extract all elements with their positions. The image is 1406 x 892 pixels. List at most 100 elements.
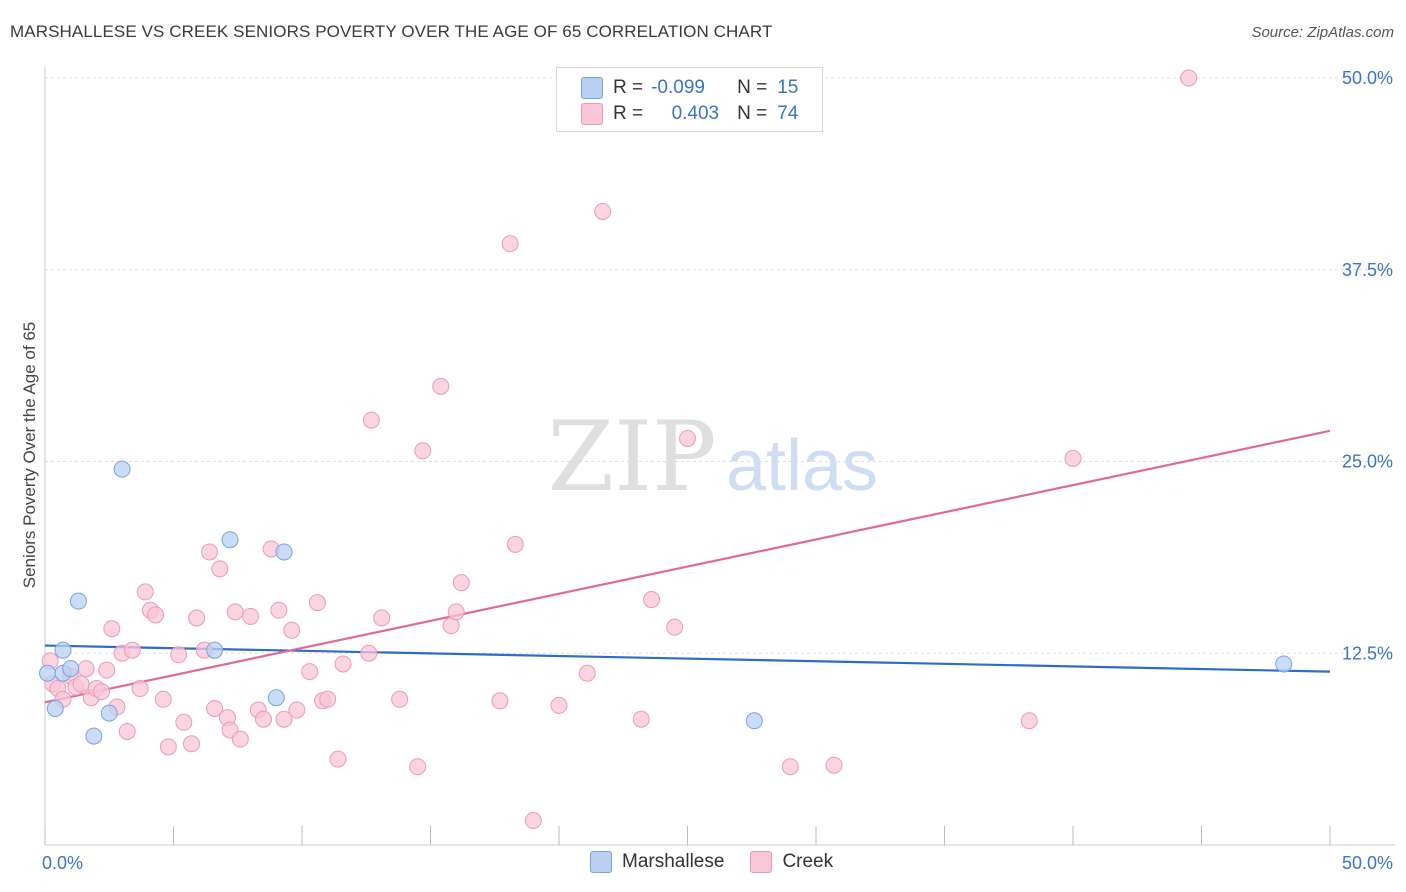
marshallese-swatch: [581, 77, 603, 99]
legend-stats: R = -0.099 N = 15 R = 0.403 N = 74: [556, 67, 823, 132]
creek-point: [362, 411, 380, 429]
legend-item-creek[interactable]: Creek: [750, 851, 833, 873]
creek-swatch: [581, 103, 603, 125]
creek-point: [170, 646, 188, 664]
creek-point: [594, 202, 612, 220]
y-tick-label: 50.0%: [1342, 68, 1393, 88]
marshallese-point: [113, 460, 131, 478]
creek-point: [72, 675, 90, 693]
r-label: R =: [613, 77, 644, 98]
creek-point: [136, 583, 154, 601]
creek-point: [825, 756, 843, 774]
creek-point: [632, 710, 650, 728]
creek-point: [242, 607, 260, 625]
creek-point: [283, 621, 301, 639]
creek-point: [98, 661, 116, 679]
marshallese-point: [46, 699, 64, 717]
marshallese-swatch: [590, 851, 612, 873]
creek-point: [550, 696, 568, 714]
trend-lines: [44, 429, 1331, 704]
creek-point: [360, 644, 378, 662]
x-tick-label: 0.0%: [42, 853, 83, 873]
creek-point: [288, 701, 306, 719]
creek-swatch: [750, 851, 773, 873]
legend-label-creek: Creek: [782, 851, 834, 872]
marshallese-point: [69, 592, 87, 610]
creek-point: [77, 660, 95, 678]
creek-point: [182, 735, 200, 753]
marshallese-point: [85, 727, 103, 745]
axes: [44, 67, 1395, 846]
marshallese-point: [54, 641, 72, 659]
legend-label-marshallese: Marshallese: [622, 851, 725, 872]
r-value: -0.099: [651, 77, 705, 98]
n-value: 15: [777, 77, 799, 98]
creek-point: [1180, 69, 1198, 87]
creek-point: [123, 641, 141, 659]
y-tick-label: 25.0%: [1342, 452, 1393, 472]
creek-point: [93, 683, 111, 701]
r-label: R =: [613, 103, 644, 124]
creek-point: [270, 601, 288, 619]
creek-point: [643, 591, 661, 609]
creek-point: [188, 609, 206, 627]
legend-item-marshallese[interactable]: Marshallese: [590, 851, 724, 873]
chart-title: MARSHALLESE VS CREEK SENIORS POVERTY OVE…: [10, 22, 773, 41]
creek-point: [578, 664, 596, 682]
creek-point: [1020, 712, 1038, 730]
creek-point: [491, 692, 509, 710]
creek-point: [147, 606, 165, 624]
creek-point: [432, 377, 450, 395]
x-tick-label: 50.0%: [1342, 853, 1393, 873]
legend-row-marshallese: R = -0.099 N = 15: [581, 75, 798, 101]
y-tick-label: 37.5%: [1342, 260, 1393, 280]
creek-point: [226, 603, 244, 621]
creek-point: [524, 811, 542, 829]
creek-point: [131, 680, 149, 698]
creek-point: [301, 663, 319, 681]
marshallese-point: [1275, 655, 1293, 673]
marshallese-point: [100, 704, 118, 722]
n-label: N =: [737, 103, 768, 124]
marshallese-point: [221, 531, 239, 549]
creek-point: [175, 713, 193, 731]
creek-point: [447, 603, 465, 621]
watermark: ZIP atlas: [547, 401, 878, 513]
data-points: [39, 69, 1293, 829]
creek-point: [391, 690, 409, 708]
marshallese-trend-line: [44, 644, 1331, 673]
creek-point: [679, 429, 696, 447]
r-value: 0.403: [671, 103, 720, 124]
creek-point: [154, 690, 172, 708]
legend-row-creek: R = 0.403 N = 74: [581, 101, 798, 127]
marshallese-point: [745, 712, 763, 730]
source-label: Source: ZipAtlas.com: [1251, 24, 1394, 41]
grid-lines: [45, 77, 1395, 654]
legend-series: Marshallese Creek: [590, 851, 859, 873]
creek-point: [231, 730, 249, 748]
creek-trend-line: [44, 429, 1331, 704]
creek-point: [409, 758, 427, 776]
creek-point: [666, 618, 684, 636]
creek-point: [329, 750, 347, 768]
creek-point: [159, 738, 177, 756]
n-label: N =: [737, 77, 768, 98]
marshallese-point: [206, 641, 224, 659]
marshallese-point: [275, 543, 293, 561]
marshallese-point: [39, 664, 57, 682]
marshallese-point: [62, 660, 80, 678]
marshallese-point: [267, 689, 285, 707]
creek-point: [254, 710, 272, 728]
watermark-zip: ZIP: [547, 401, 716, 513]
creek-point: [452, 574, 470, 592]
creek-point: [1064, 449, 1082, 467]
n-value: 74: [777, 103, 799, 124]
creek-point: [373, 609, 391, 627]
creek-point: [414, 442, 432, 460]
y-tick-label: 12.5%: [1342, 643, 1393, 663]
creek-point: [206, 699, 224, 717]
watermark-atlas: atlas: [726, 426, 878, 506]
creek-point: [501, 235, 519, 253]
creek-point: [275, 710, 293, 728]
